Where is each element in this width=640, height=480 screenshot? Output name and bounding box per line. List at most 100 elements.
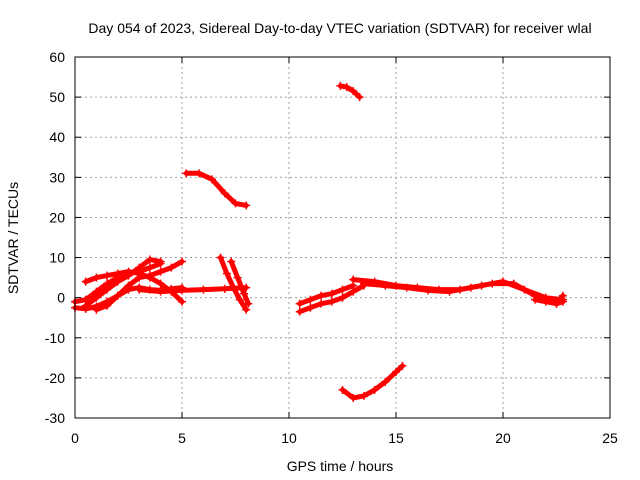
data-point <box>156 267 165 276</box>
data-point <box>541 297 550 306</box>
data-point <box>216 253 225 262</box>
data-point <box>135 285 144 294</box>
data-point <box>244 299 253 308</box>
y-tick-label: -20 <box>45 370 65 386</box>
data-point <box>124 267 133 276</box>
data-point <box>81 301 90 310</box>
y-tick-label: 60 <box>49 49 65 65</box>
data-point <box>207 175 216 184</box>
data-point <box>199 285 208 294</box>
tick-layer <box>74 56 611 419</box>
data-point <box>240 289 249 298</box>
x-tick-label: 0 <box>71 430 79 446</box>
data-point <box>295 307 304 316</box>
x-tick-label: 20 <box>495 430 511 446</box>
data-point <box>317 291 326 300</box>
data-point <box>327 297 336 306</box>
data-point <box>220 189 229 198</box>
data-point <box>402 283 411 292</box>
data-point <box>178 257 186 266</box>
data-point <box>145 273 154 282</box>
data-point <box>135 269 144 278</box>
data-point <box>445 287 454 296</box>
data-point <box>103 285 112 294</box>
data-point <box>398 361 407 370</box>
data-point <box>338 293 347 302</box>
data-point <box>156 257 165 266</box>
data-point <box>229 283 238 292</box>
data-point <box>359 391 368 400</box>
data-point <box>424 286 433 295</box>
x-axis-label: GPS time / hours <box>287 458 394 474</box>
data-point <box>178 297 186 306</box>
data-point <box>306 303 315 312</box>
data-point <box>167 263 176 272</box>
y-tick-label: 0 <box>57 290 65 306</box>
data-point <box>103 271 112 280</box>
grid-layer <box>75 57 610 418</box>
data-point <box>235 295 244 304</box>
y-tick-label: 50 <box>49 89 65 105</box>
data-point <box>338 385 347 394</box>
data-point <box>233 273 242 282</box>
data-point <box>370 385 379 394</box>
data-point <box>349 275 358 284</box>
chart-title: Day 054 of 2023, Sidereal Day-to-day VTE… <box>88 20 591 36</box>
data-point <box>145 255 154 264</box>
data-point <box>466 283 475 292</box>
data-point <box>392 367 400 376</box>
data-point <box>242 201 251 210</box>
data-point <box>92 293 101 302</box>
data-point <box>92 273 101 282</box>
series-arc-5 <box>83 269 185 305</box>
data-point <box>327 289 336 298</box>
data-point <box>156 279 165 288</box>
data-point <box>81 277 90 286</box>
data-point <box>306 295 315 304</box>
data-point <box>113 269 122 278</box>
data-point <box>113 277 122 286</box>
data-point <box>336 81 345 90</box>
series-arc-16 <box>532 293 566 307</box>
x-tick-label: 5 <box>178 430 186 446</box>
data-point <box>342 83 351 92</box>
series-arc-3 <box>83 257 164 309</box>
y-tick-label: -10 <box>45 330 65 346</box>
data-point <box>295 299 304 308</box>
data-point <box>317 299 326 308</box>
series-arc-9 <box>183 170 249 208</box>
data-point <box>381 281 390 290</box>
data-point <box>113 291 122 300</box>
data-point <box>349 393 358 402</box>
data-point <box>231 199 240 208</box>
data-point <box>338 285 347 294</box>
data-point <box>355 93 364 102</box>
data-point <box>558 291 567 300</box>
data-point <box>145 263 154 272</box>
y-tick-label: 10 <box>49 250 65 266</box>
y-tick-label: 40 <box>49 129 65 145</box>
data-point <box>222 269 231 278</box>
data-layer <box>71 81 567 402</box>
data-point <box>242 305 251 314</box>
data-point <box>103 301 112 310</box>
data-point <box>195 169 204 178</box>
data-point <box>552 299 561 308</box>
data-point <box>156 287 165 296</box>
data-point <box>227 257 236 266</box>
series-arc-8 <box>228 259 251 307</box>
data-point <box>359 279 368 288</box>
data-point <box>220 284 229 293</box>
data-point <box>182 169 191 178</box>
data-point <box>178 286 186 295</box>
data-point <box>531 295 540 304</box>
data-point <box>381 377 390 386</box>
data-point <box>92 305 101 314</box>
x-tick-labels: 0 5 10 15 20 25 <box>71 430 618 446</box>
x-tick-label: 25 <box>602 430 618 446</box>
data-point <box>509 279 518 288</box>
plot-frame <box>74 56 611 419</box>
y-tick-labels: -30 -20 -10 0 10 20 30 40 50 60 <box>45 49 65 426</box>
data-point <box>124 281 133 290</box>
